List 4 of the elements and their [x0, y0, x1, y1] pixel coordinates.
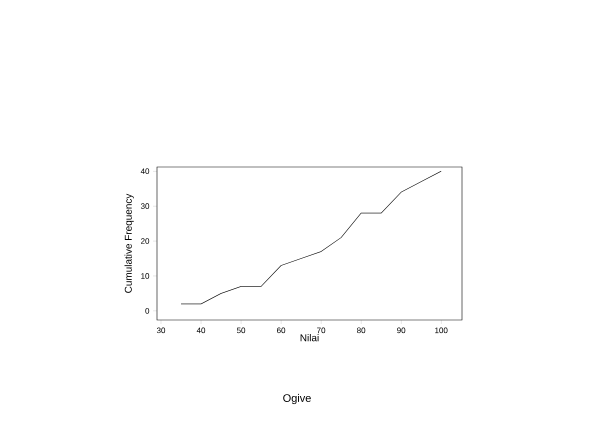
line-series [180, 170, 442, 304]
text: Ogive [283, 394, 311, 404]
y-axis-title: Cumulative Frequency [124, 194, 134, 293]
x-axis-title: Nilai [300, 334, 319, 342]
